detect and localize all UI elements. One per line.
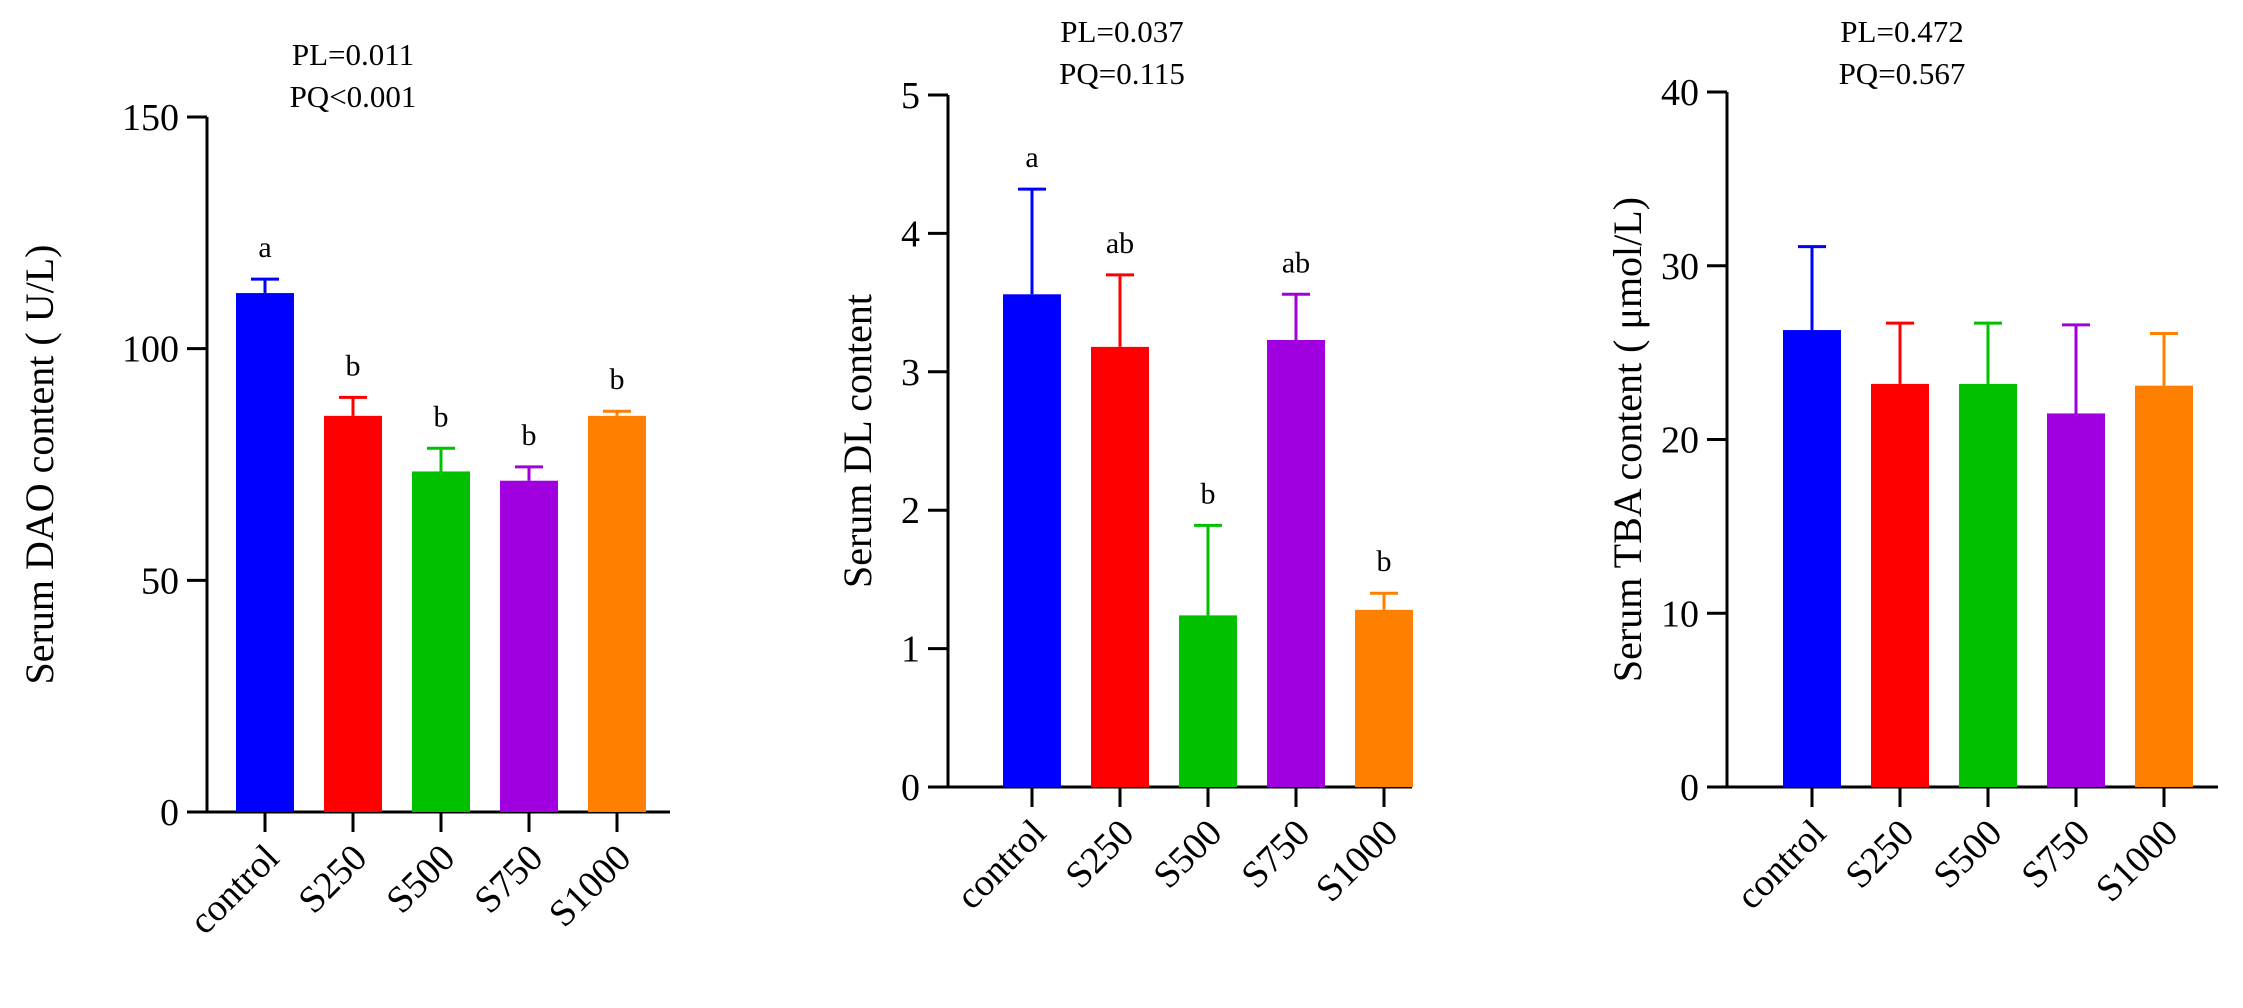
significance-letter: b bbox=[1377, 545, 1392, 578]
x-tick-label: S500 bbox=[378, 837, 463, 922]
x-tick-label: S750 bbox=[2013, 812, 2098, 897]
y-tick-label: 3 bbox=[901, 352, 920, 394]
bar bbox=[1783, 330, 1841, 787]
y-tick-label: 4 bbox=[901, 213, 920, 255]
y-tick-label: 0 bbox=[901, 767, 920, 809]
y-tick-label: 150 bbox=[122, 97, 179, 139]
x-tick-label: S250 bbox=[290, 837, 375, 922]
x-tick-label: S750 bbox=[466, 837, 551, 922]
x-tick-label: S500 bbox=[1925, 812, 2010, 897]
significance-letter: ab bbox=[1282, 246, 1310, 279]
x-tick-label: S250 bbox=[1837, 812, 1922, 897]
significance-letter: b bbox=[434, 400, 449, 433]
x-tick-label: S250 bbox=[1057, 812, 1142, 897]
chart-dao: PL=0.011 PQ<0.001 Serum DAO content ( U/L)… bbox=[17, 37, 670, 942]
bar bbox=[2047, 413, 2105, 787]
y-tick-label: 40 bbox=[1661, 72, 1699, 114]
x-tick-label: control bbox=[182, 837, 288, 943]
y-axis-label: Serum DAO content ( U/L) bbox=[17, 245, 62, 685]
chart-tba: PL=0.472 PQ=0.567 Serum TBA content ( μmol… bbox=[1605, 14, 2218, 917]
y-tick-label: 0 bbox=[1680, 767, 1699, 809]
y-tick-label: 5 bbox=[901, 75, 920, 117]
bar bbox=[412, 471, 470, 812]
bar bbox=[1179, 615, 1237, 787]
stat-label: PQ=0.115 bbox=[1059, 56, 1185, 91]
significance-letter: b bbox=[610, 363, 625, 396]
bar bbox=[1355, 609, 1413, 787]
bar bbox=[1003, 294, 1061, 787]
bar bbox=[1267, 339, 1325, 787]
significance-letter: a bbox=[258, 231, 271, 264]
bar bbox=[1091, 346, 1149, 787]
stat-label: PQ=0.567 bbox=[1839, 56, 1966, 91]
x-tick-label: S1000 bbox=[1308, 812, 1406, 910]
significance-letter: b bbox=[1201, 477, 1216, 510]
stat-label: PQ<0.001 bbox=[290, 79, 417, 114]
x-tick-label: S1000 bbox=[2088, 812, 2186, 910]
bar bbox=[588, 415, 646, 812]
significance-letter: b bbox=[522, 419, 537, 452]
stat-label: PL=0.011 bbox=[292, 37, 414, 72]
x-tick-label: S500 bbox=[1145, 812, 1230, 897]
chart-dl: PL=0.037 PQ=0.115 Serum DL content 0 1 2 3 4 5 a c… bbox=[835, 14, 1413, 917]
bar bbox=[236, 293, 294, 813]
x-tick-label: S1000 bbox=[541, 837, 639, 935]
x-tick-label: S750 bbox=[1233, 812, 1318, 897]
y-tick-label: 50 bbox=[141, 560, 179, 602]
bar bbox=[500, 480, 558, 812]
y-tick-label: 2 bbox=[901, 490, 920, 532]
y-tick-label: 20 bbox=[1661, 420, 1699, 462]
y-tick-label: 1 bbox=[901, 629, 920, 671]
y-tick-label: 10 bbox=[1661, 593, 1699, 635]
y-axis-label: Serum DL content bbox=[835, 294, 880, 588]
y-tick-label: 0 bbox=[160, 792, 179, 834]
stat-label: PL=0.037 bbox=[1060, 14, 1183, 49]
y-tick-label: 100 bbox=[122, 329, 179, 371]
x-tick-label: control bbox=[949, 812, 1055, 918]
bar bbox=[2135, 385, 2193, 787]
y-axis-label: Serum TBA content ( μmol/L) bbox=[1605, 197, 1650, 682]
significance-letter: a bbox=[1025, 141, 1038, 174]
bar bbox=[324, 415, 382, 812]
significance-letter: ab bbox=[1106, 227, 1134, 260]
x-tick-label: control bbox=[1729, 812, 1835, 918]
y-tick-label: 30 bbox=[1661, 246, 1699, 288]
bar bbox=[1871, 383, 1929, 787]
bar bbox=[1959, 383, 2017, 787]
significance-letter: b bbox=[346, 349, 361, 382]
stat-label: PL=0.472 bbox=[1840, 14, 1963, 49]
